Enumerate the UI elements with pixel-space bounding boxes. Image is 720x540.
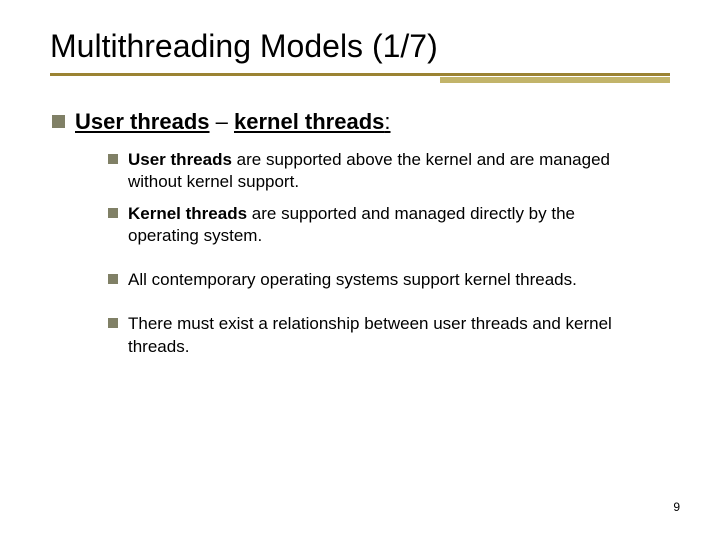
square-bullet-icon <box>108 208 118 218</box>
list-item: User threads are supported above the ker… <box>108 149 650 193</box>
list-item: There must exist a relationship between … <box>108 313 650 357</box>
sub1-bold: User threads <box>128 150 232 169</box>
rule-accent <box>440 77 670 83</box>
sub2-bold: Kernel threads <box>128 204 247 223</box>
page-number: 9 <box>673 500 680 514</box>
square-bullet-icon <box>52 115 65 128</box>
bullet-level-1: User threads – kernel threads: <box>52 109 670 135</box>
square-bullet-icon <box>108 154 118 164</box>
top-mid: – <box>210 109 234 134</box>
top-bold-2: kernel threads <box>234 109 384 134</box>
title-rule <box>50 71 670 85</box>
top-colon: : <box>384 109 390 134</box>
square-bullet-icon <box>108 274 118 284</box>
top-bullet-text: User threads – kernel threads: <box>75 109 391 135</box>
sub-text-4: There must exist a relationship between … <box>128 313 650 357</box>
sub-bullet-list: User threads are supported above the ker… <box>108 149 650 358</box>
rule-main <box>50 73 670 76</box>
slide: Multithreading Models (1/7) User threads… <box>0 0 720 540</box>
slide-title: Multithreading Models (1/7) <box>50 28 670 65</box>
list-item: All contemporary operating systems suppo… <box>108 269 650 291</box>
sub-text-1: User threads are supported above the ker… <box>128 149 650 193</box>
top-bold-1: User threads <box>75 109 210 134</box>
list-item: Kernel threads are supported and managed… <box>108 203 650 247</box>
sub-text-2: Kernel threads are supported and managed… <box>128 203 650 247</box>
square-bullet-icon <box>108 318 118 328</box>
sub-text-3: All contemporary operating systems suppo… <box>128 269 577 291</box>
